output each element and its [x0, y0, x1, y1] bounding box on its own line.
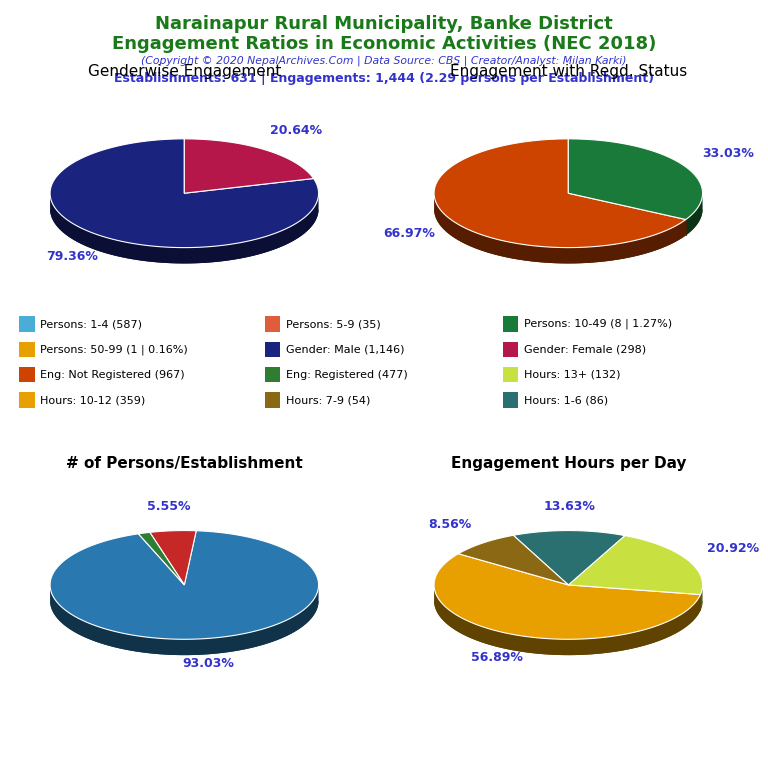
Polygon shape: [434, 209, 686, 263]
Polygon shape: [434, 585, 700, 655]
Text: Eng: Not Registered (967): Eng: Not Registered (967): [40, 369, 184, 380]
Polygon shape: [568, 601, 703, 611]
Text: Gender: Female (298): Gender: Female (298): [524, 344, 646, 355]
Text: 20.92%: 20.92%: [707, 542, 759, 555]
Polygon shape: [568, 535, 703, 594]
Polygon shape: [50, 194, 319, 263]
Text: Hours: 7-9 (54): Hours: 7-9 (54): [286, 395, 370, 406]
Polygon shape: [434, 601, 700, 655]
Text: Hours: 10-12 (359): Hours: 10-12 (359): [40, 395, 145, 406]
Text: Engagement with Regd. Status: Engagement with Regd. Status: [450, 64, 687, 79]
Text: Narainapur Rural Municipality, Banke District: Narainapur Rural Municipality, Banke Dis…: [155, 15, 613, 33]
Polygon shape: [513, 531, 625, 585]
Polygon shape: [434, 194, 686, 263]
Text: Genderwise Engagement: Genderwise Engagement: [88, 64, 281, 79]
Text: (Copyright © 2020 NepalArchives.Com | Data Source: CBS | Creator/Analyst: Milan : (Copyright © 2020 NepalArchives.Com | Da…: [141, 55, 627, 66]
Text: Engagement Hours per Day: Engagement Hours per Day: [451, 455, 686, 471]
Text: Hours: 13+ (132): Hours: 13+ (132): [524, 369, 621, 380]
Polygon shape: [686, 194, 703, 235]
Polygon shape: [50, 139, 319, 247]
Text: 79.36%: 79.36%: [47, 250, 98, 263]
Polygon shape: [700, 585, 703, 611]
Text: 33.03%: 33.03%: [702, 147, 754, 160]
Text: 8.56%: 8.56%: [429, 518, 472, 531]
Polygon shape: [50, 209, 319, 263]
Text: Gender: Male (1,146): Gender: Male (1,146): [286, 344, 404, 355]
Polygon shape: [50, 601, 319, 655]
Text: 13.63%: 13.63%: [544, 499, 595, 512]
Text: Eng: Registered (477): Eng: Registered (477): [286, 369, 408, 380]
Polygon shape: [138, 532, 184, 585]
Text: Establishments: 631 | Engagements: 1,444 (2.29 persons per Establishment): Establishments: 631 | Engagements: 1,444…: [114, 72, 654, 85]
Text: 93.03%: 93.03%: [183, 657, 234, 670]
Text: 56.89%: 56.89%: [472, 651, 523, 664]
Text: # of Persons/Establishment: # of Persons/Establishment: [66, 455, 303, 471]
Text: Hours: 1-6 (86): Hours: 1-6 (86): [524, 395, 608, 406]
Polygon shape: [568, 209, 703, 235]
Polygon shape: [50, 585, 319, 655]
Text: Engagement Ratios in Economic Activities (NEC 2018): Engagement Ratios in Economic Activities…: [112, 35, 656, 52]
Text: Persons: 5-9 (35): Persons: 5-9 (35): [286, 319, 380, 329]
Text: 5.55%: 5.55%: [147, 500, 190, 513]
Text: Persons: 1-4 (587): Persons: 1-4 (587): [40, 319, 142, 329]
Polygon shape: [150, 531, 197, 585]
Polygon shape: [50, 531, 319, 639]
Polygon shape: [434, 554, 700, 639]
Polygon shape: [568, 139, 703, 220]
Polygon shape: [458, 535, 568, 585]
Polygon shape: [434, 139, 686, 247]
Text: 20.64%: 20.64%: [270, 124, 323, 137]
Text: Persons: 10-49 (8 | 1.27%): Persons: 10-49 (8 | 1.27%): [524, 319, 672, 329]
Text: 66.97%: 66.97%: [382, 227, 435, 240]
Polygon shape: [184, 139, 313, 194]
Text: Persons: 50-99 (1 | 0.16%): Persons: 50-99 (1 | 0.16%): [40, 344, 187, 355]
